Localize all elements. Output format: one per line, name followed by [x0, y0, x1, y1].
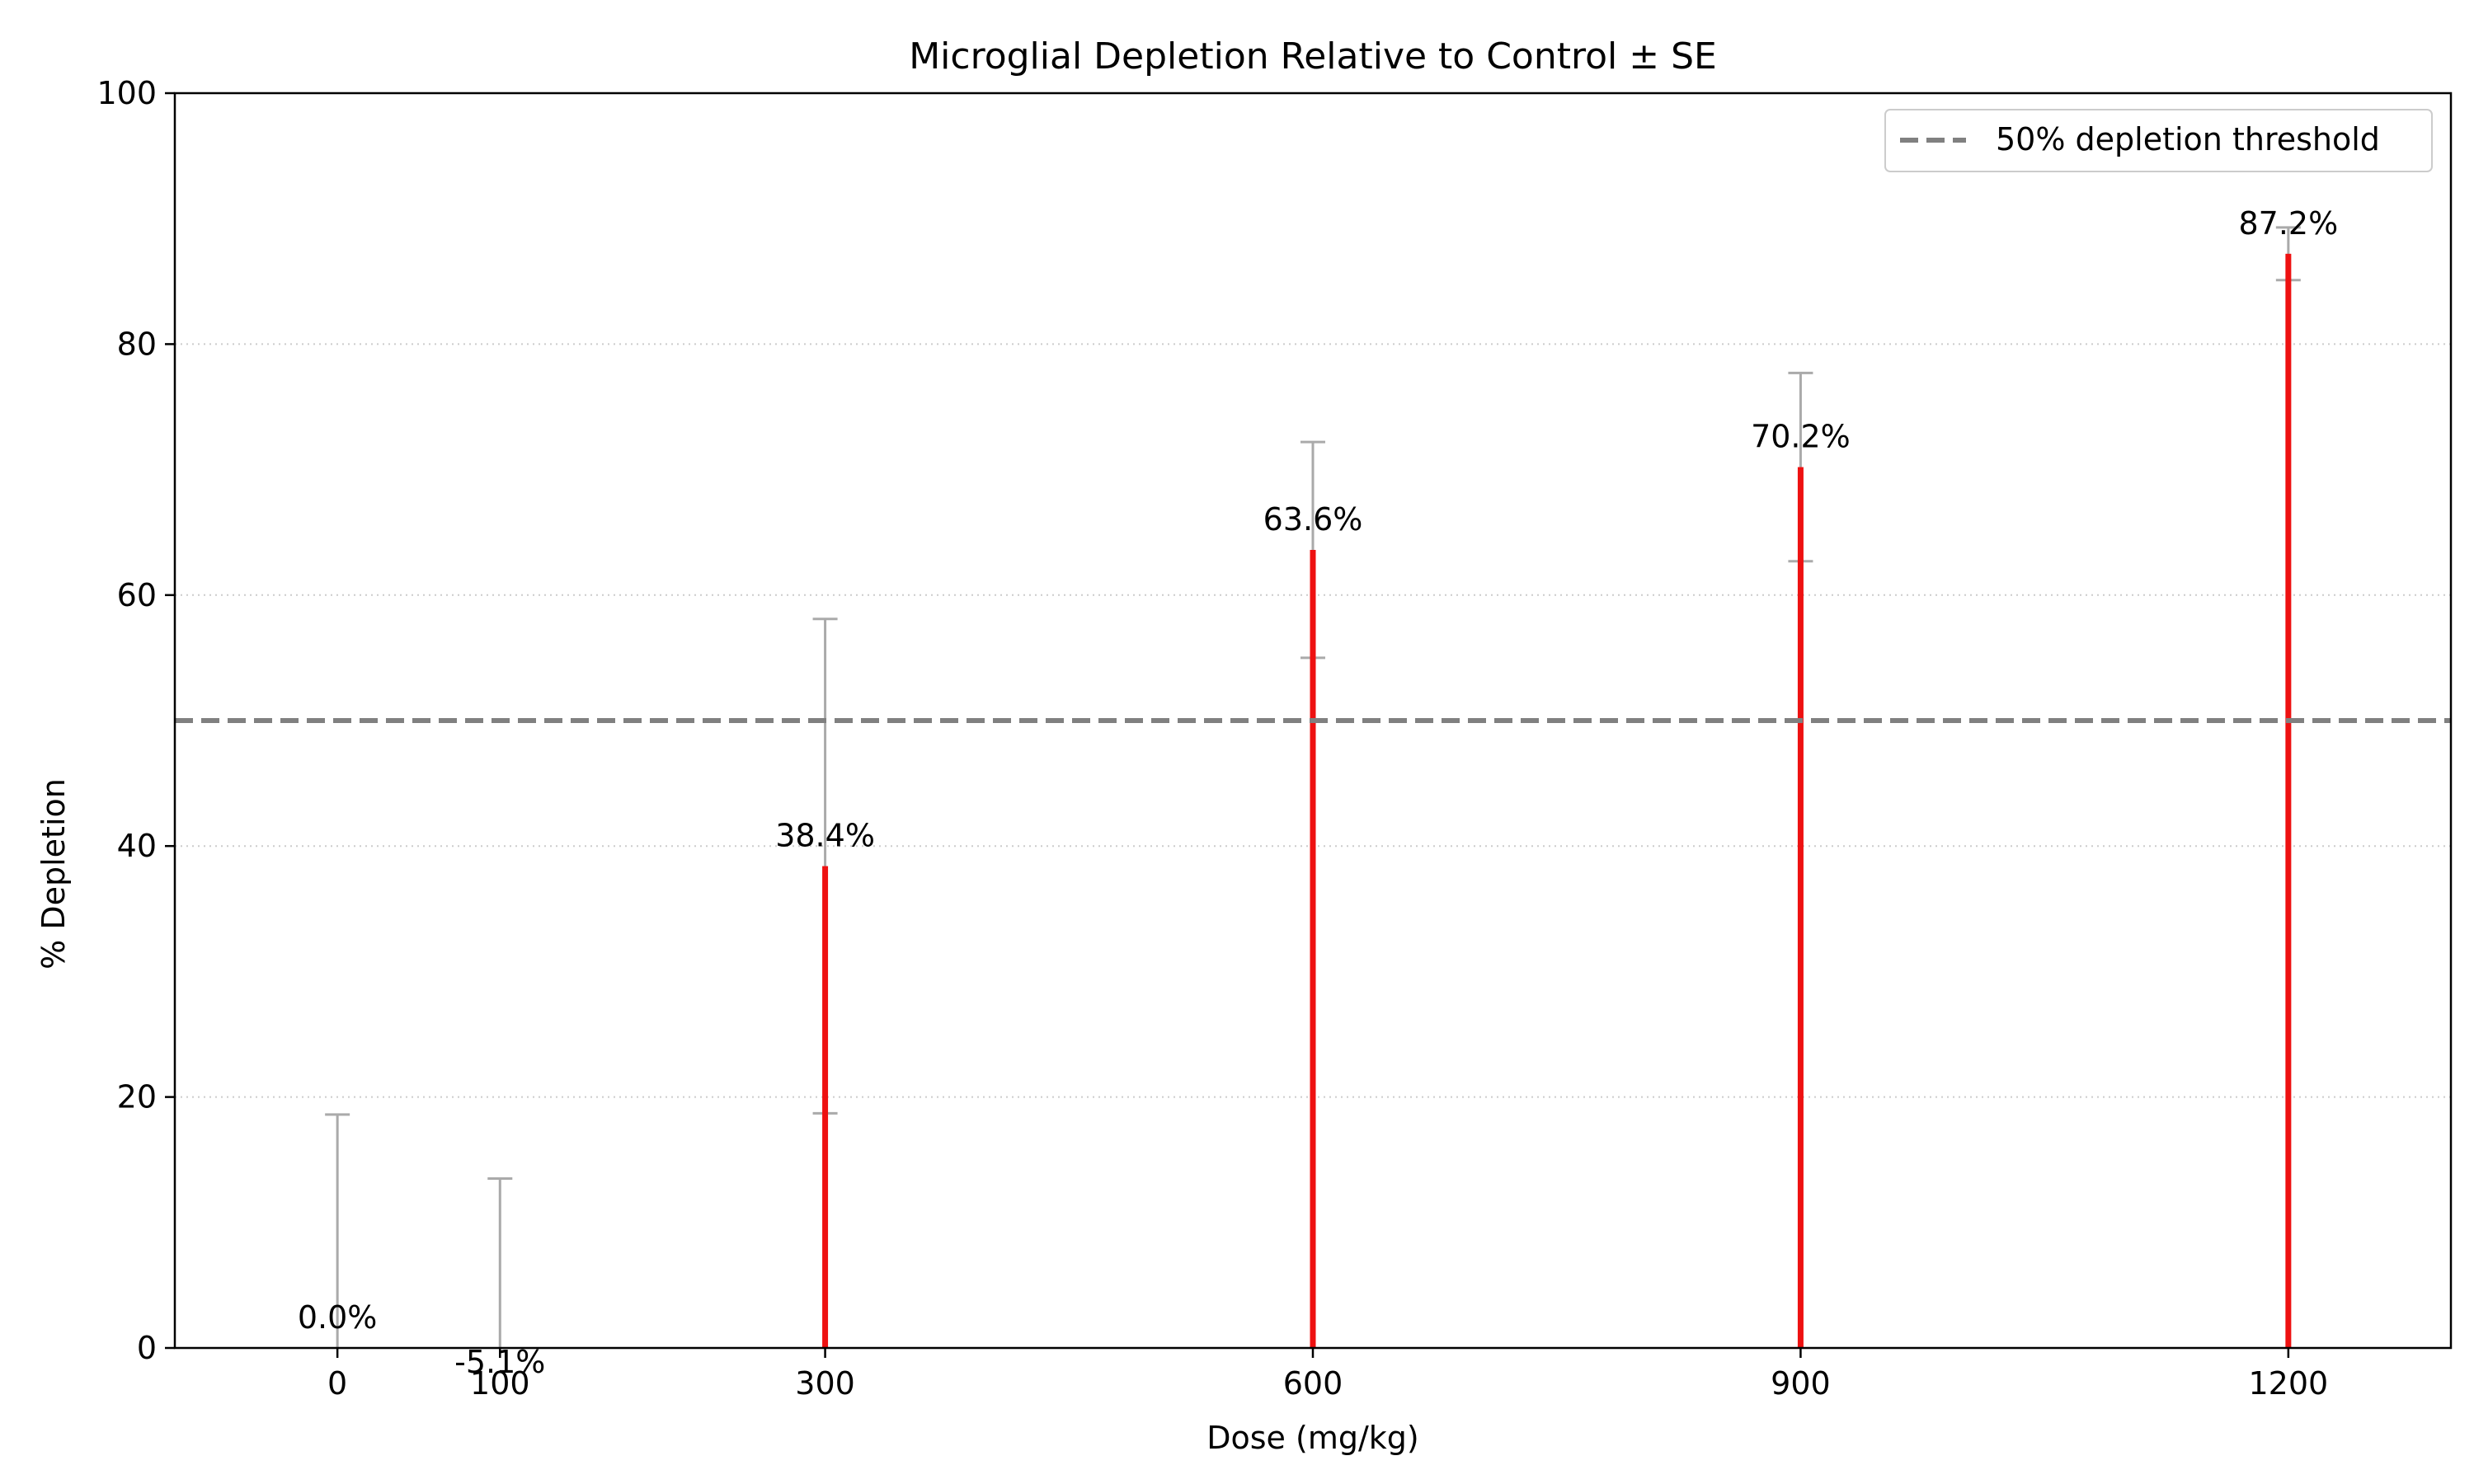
x-tick-label: 900	[1771, 1365, 1831, 1402]
legend-entry-threshold: 50% depletion threshold	[1996, 121, 2380, 157]
y-tick-label: 100	[96, 75, 157, 111]
x-tick-label: 300	[795, 1365, 855, 1402]
y-tick-label: 0	[137, 1330, 157, 1366]
y-tick-label: 80	[117, 326, 157, 362]
bar-value-label: 63.6%	[1263, 501, 1363, 538]
y-tick-label: 20	[117, 1079, 157, 1115]
chart-title: Microglial Depletion Relative to Control…	[909, 35, 1717, 77]
y-axis-label: % Depletion	[35, 778, 72, 970]
bar	[822, 866, 829, 1348]
x-tick-label: 1200	[2248, 1365, 2328, 1402]
y-tick-label: 40	[117, 828, 157, 864]
bar-value-label: 0.0%	[298, 1299, 378, 1336]
tick-layer: 0 20 40 60 80 100 0 100 300 600 900 1200	[96, 75, 2328, 1402]
bar-value-label: 38.4%	[775, 818, 875, 854]
value-label-layer: 0.0%-5.1%38.4%63.6%70.2%87.2%	[298, 205, 2338, 1380]
x-axis-label: Dose (mg/kg)	[1206, 1420, 1418, 1456]
x-tick-label: 100	[470, 1365, 530, 1402]
legend-box	[1884, 109, 2433, 172]
x-tick-label: 0	[327, 1365, 347, 1402]
bar	[2285, 253, 2292, 1348]
bar-layer	[822, 253, 2292, 1348]
y-tick-label: 60	[117, 577, 157, 613]
legend: 50% depletion threshold	[1884, 109, 2433, 172]
bar	[1310, 550, 1316, 1348]
bar-value-label: 70.2%	[1751, 419, 1851, 455]
x-tick-label: 600	[1283, 1365, 1343, 1402]
bar-value-label: 87.2%	[2238, 205, 2338, 242]
bar	[1797, 467, 1804, 1348]
